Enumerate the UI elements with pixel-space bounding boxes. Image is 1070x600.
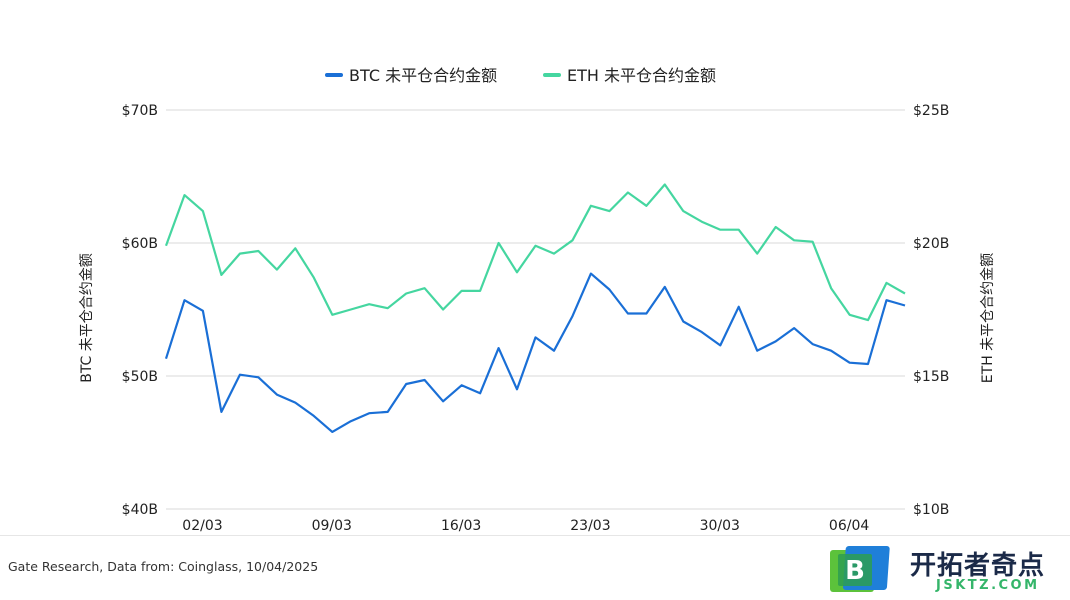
right-y-tick-label: $10B: [913, 502, 949, 518]
brand-watermark: B 开拓者奇点 JSKTZ.COM: [826, 542, 1066, 600]
left-y-tick-label: $40B: [122, 502, 158, 518]
series-line-eth: [164, 183, 906, 322]
x-tick-label: 16/03: [441, 518, 481, 534]
right-axis-title: ETH 未平仓合约金额: [980, 253, 996, 383]
legend-label: ETH 未平仓合约金额: [567, 66, 716, 85]
right-y-axis: $10B $15B $20B $25B: [913, 103, 949, 518]
left-y-tick-label: $60B: [122, 236, 158, 252]
legend-label: BTC 未平仓合约金额: [349, 66, 497, 85]
right-y-tick-label: $20B: [913, 236, 949, 252]
dual-axis-line-chart: $40B$50B$60B$70B $10B$15B$20B$25B 02/03 0…: [79, 66, 996, 534]
brand-logo-icon: B: [830, 546, 890, 592]
right-y-tick-label: $15B: [913, 369, 949, 385]
x-tick-label: 02/03: [182, 518, 222, 534]
legend: BTC 未平仓合约金额 ETH 未平仓合约金额: [325, 66, 716, 85]
x-axis: 02/03 09/03 16/03 23/03 30/03 06/04: [182, 518, 869, 534]
right-y-tick-label: $25B: [913, 103, 949, 119]
x-tick-label: 06/04: [829, 518, 869, 534]
svg-text:B: B: [845, 556, 865, 586]
gridlines: [166, 109, 905, 510]
left-axis-title: BTC 未平仓合约金额: [79, 253, 95, 383]
x-tick-label: 30/03: [700, 518, 740, 534]
footer-divider: [0, 535, 1070, 536]
x-tick-label: 09/03: [312, 518, 352, 534]
brand-name: 开拓者奇点: [910, 551, 1046, 581]
left-y-axis: $40B $50B $60B $70B: [122, 103, 158, 518]
source-note: Gate Research, Data from: Coinglass, 10/…: [8, 559, 319, 574]
left-y-tick-label: $70B: [122, 103, 158, 119]
x-tick-label: 23/03: [570, 518, 610, 534]
series-lines: [164, 183, 906, 433]
brand-domain: JSKTZ.COM: [936, 578, 1040, 593]
series-line-btc: [164, 272, 906, 433]
left-y-tick-label: $50B: [122, 369, 158, 385]
